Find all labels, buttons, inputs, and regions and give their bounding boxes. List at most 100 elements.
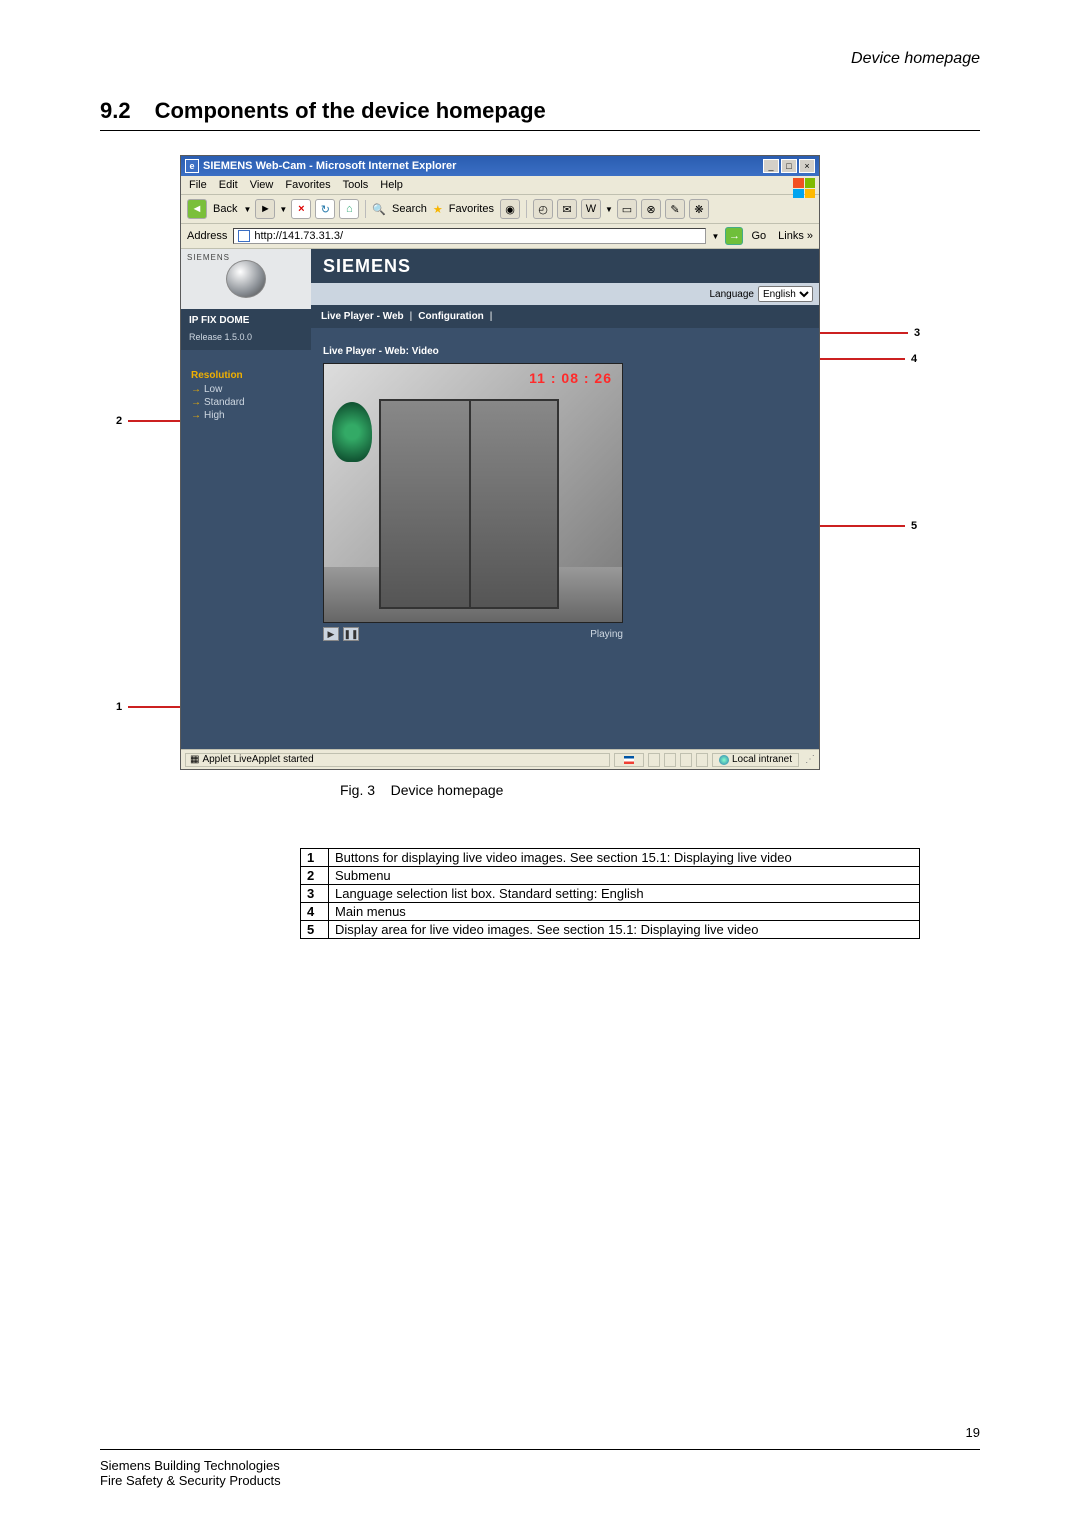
callout-3: 3 [808, 327, 926, 339]
callout-num: 1 [116, 701, 122, 713]
table-row: 4Main menus [301, 903, 920, 921]
menu-configuration[interactable]: Configuration [418, 311, 484, 322]
callout-2: 2 [110, 415, 188, 427]
back-label[interactable]: Back [213, 203, 237, 215]
ie-addressbar: Address http://141.73.31.3/ ▼ → Go Links… [181, 224, 819, 249]
device-name: IP FIX DOME [181, 309, 311, 332]
section-title: Components of the device homepage [155, 98, 546, 124]
brand-bar: SIEMENS [311, 249, 819, 283]
submenu-header: Resolution [191, 370, 301, 381]
callout-num: 3 [914, 327, 920, 339]
address-label: Address [187, 230, 227, 242]
page-footer: 19 Siemens Building Technologies Fire Sa… [100, 1449, 980, 1488]
applet-icon: ▦ [190, 754, 199, 765]
section-heading: 9.2 Components of the device homepage [100, 98, 980, 124]
links-label[interactable]: Links » [778, 230, 813, 242]
right-column: SIEMENS Language English Live Player - W… [311, 249, 819, 749]
table-row: 3Language selection list box. Standard s… [301, 885, 920, 903]
table-row: 5Display area for live video images. See… [301, 921, 920, 939]
main-menu: Live Player - Web | Configuration | [311, 305, 819, 328]
video-timestamp: 11 : 08 : 26 [529, 370, 612, 386]
video-display: 11 : 08 : 26 [323, 363, 623, 623]
language-label: Language [710, 289, 755, 300]
resize-grip-icon: ⋰ [803, 754, 815, 765]
menu-file[interactable]: File [189, 179, 207, 191]
go-button[interactable]: → [725, 227, 743, 245]
mail-button[interactable]: ✉ [557, 199, 577, 219]
ie-menubar: File Edit View Favorites Tools Help [181, 176, 819, 195]
play-controls: ▶ ❚❚ Playing [323, 627, 623, 641]
refresh-button[interactable]: ↻ [315, 199, 335, 219]
address-url: http://141.73.31.3/ [254, 230, 343, 242]
thumb-brand: SIEMENS [187, 253, 230, 262]
callout-num: 4 [911, 353, 917, 365]
section-number: 9.2 [100, 98, 131, 124]
page-header-label: Device homepage [100, 50, 980, 68]
forward-button[interactable]: ► [255, 199, 275, 219]
callout-num: 2 [116, 415, 122, 427]
print-button[interactable]: W [581, 199, 601, 219]
ie-toolbar: ◄ Back ▼ ► ▼ × ↻ ⌂ 🔍 Search ★ Favorites … [181, 195, 819, 224]
pause-button[interactable]: ❚❚ [343, 627, 359, 641]
legend-table: 1Buttons for displaying live video image… [300, 848, 920, 939]
security-zone: Local intranet [712, 753, 799, 767]
maximize-button[interactable]: □ [781, 159, 797, 173]
go-label[interactable]: Go [751, 230, 766, 242]
footer-line2: Fire Safety & Security Products [100, 1473, 980, 1488]
window-title: SIEMENS Web-Cam - Microsoft Internet Exp… [203, 160, 763, 172]
table-row: 2Submenu [301, 867, 920, 885]
window-controls: _ □ × [763, 159, 815, 173]
address-input[interactable]: http://141.73.31.3/ [233, 228, 705, 244]
stop-button[interactable]: × [291, 199, 311, 219]
camera-thumbnail: SIEMENS [181, 249, 311, 309]
menu-edit[interactable]: Edit [219, 179, 238, 191]
language-bar: Language English [311, 283, 819, 305]
language-select[interactable]: English [758, 286, 813, 302]
close-button[interactable]: × [799, 159, 815, 173]
submenu-item-standard[interactable]: →Standard [191, 397, 301, 408]
play-button[interactable]: ▶ [323, 627, 339, 641]
figure-wrap: 1 2 3 4 5 e SIEMENS Web-Cam - Microsoft … [180, 155, 940, 798]
menu-live-player[interactable]: Live Player - Web [321, 311, 404, 322]
ie-statusbar: ▦ Applet LiveApplet started Local intran… [181, 749, 819, 769]
globe-icon [719, 755, 729, 765]
ie-titlebar: e SIEMENS Web-Cam - Microsoft Internet E… [181, 156, 819, 176]
content-area: Live Player - Web: Video 11 : 08 : 26 ▶ … [311, 328, 819, 659]
content-title: Live Player - Web: Video [323, 346, 807, 357]
section-rule [100, 130, 980, 131]
submenu-item-high[interactable]: →High [191, 410, 301, 421]
device-release: Release 1.5.0.0 [181, 332, 311, 350]
minimize-button[interactable]: _ [763, 159, 779, 173]
windows-logo-icon [793, 178, 815, 198]
menu-favorites[interactable]: Favorites [285, 179, 330, 191]
back-button[interactable]: ◄ [187, 199, 207, 219]
left-column: SIEMENS IP FIX DOME Release 1.5.0.0 Reso… [181, 249, 311, 749]
messenger-button[interactable]: ❋ [689, 199, 709, 219]
history-button[interactable]: ◴ [533, 199, 553, 219]
footer-line1: Siemens Building Technologies [100, 1458, 980, 1473]
brand-logo: SIEMENS [323, 256, 411, 277]
discuss-button[interactable]: ⊗ [641, 199, 661, 219]
search-icon: 🔍 [372, 203, 386, 216]
media-button[interactable]: ◉ [500, 199, 520, 219]
menu-help[interactable]: Help [380, 179, 403, 191]
favorites-label[interactable]: Favorites [449, 203, 494, 215]
menu-tools[interactable]: Tools [343, 179, 369, 191]
search-label[interactable]: Search [392, 203, 427, 215]
ie-logo-icon: e [185, 159, 199, 173]
status-flag [614, 753, 644, 767]
submenu-item-low[interactable]: →Low [191, 384, 301, 395]
home-button[interactable]: ⌂ [339, 199, 359, 219]
callout-num: 5 [911, 520, 917, 532]
favorites-star-icon: ★ [433, 203, 443, 216]
submenu: Resolution →Low →Standard →High [181, 350, 311, 443]
page-icon [238, 230, 250, 242]
dome-icon [226, 260, 266, 298]
ie-window: e SIEMENS Web-Cam - Microsoft Internet E… [180, 155, 820, 770]
menu-view[interactable]: View [250, 179, 274, 191]
status-text: ▦ Applet LiveApplet started [185, 753, 610, 767]
play-status: Playing [590, 629, 623, 640]
edit-button[interactable]: ▭ [617, 199, 637, 219]
table-row: 1Buttons for displaying live video image… [301, 849, 920, 867]
research-button[interactable]: ✎ [665, 199, 685, 219]
